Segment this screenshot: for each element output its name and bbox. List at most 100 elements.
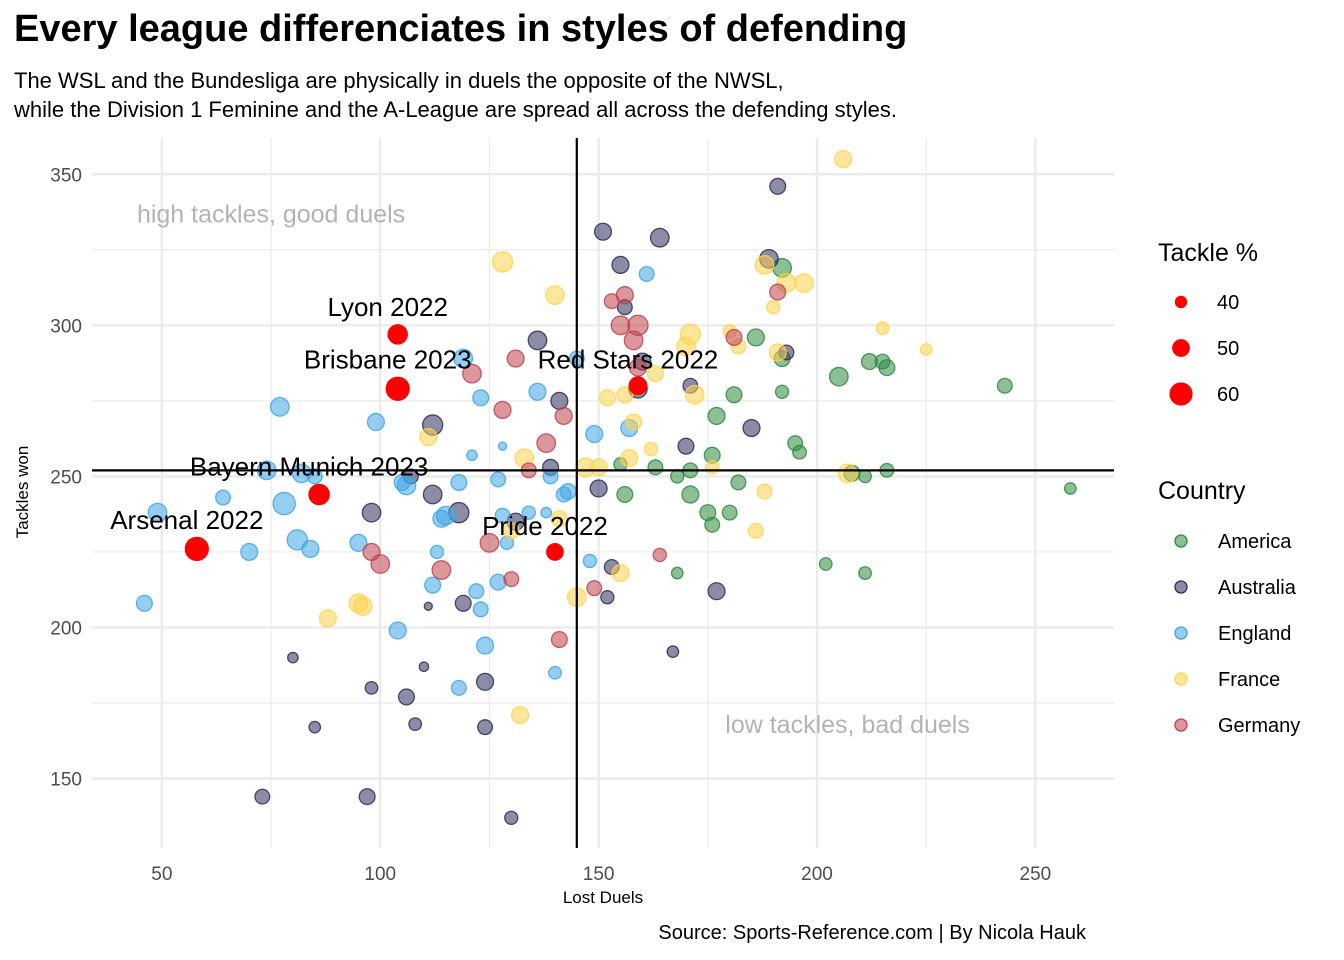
- quadrant-labels: high tackles, good duels low tackles, bad…: [137, 201, 970, 740]
- point-australia: [550, 391, 569, 410]
- team-label: Brisbane 2023: [304, 345, 472, 375]
- team-label: Arsenal 2022: [110, 505, 263, 535]
- color-legend-key: [1174, 534, 1188, 548]
- point-england: [542, 468, 559, 485]
- point-germany: [554, 406, 573, 426]
- team-label: Lyon 2022: [327, 292, 447, 322]
- axis-ticks: 50 100 150 200 250 150 200 250 300 350: [50, 165, 1051, 885]
- point-australia: [649, 227, 670, 248]
- point-australia: [527, 330, 548, 351]
- highlighted-point: [184, 536, 209, 562]
- point-australia: [589, 479, 608, 498]
- point-england: [366, 412, 385, 432]
- point-australia: [364, 680, 379, 695]
- point-england: [528, 382, 547, 401]
- point-england: [396, 475, 417, 496]
- point-england: [582, 553, 598, 569]
- point-england: [638, 265, 655, 282]
- y-tick-label: 200: [50, 618, 82, 639]
- highlighted-point: [308, 483, 330, 506]
- point-france: [704, 460, 720, 475]
- point-america: [704, 516, 721, 533]
- point-france: [837, 463, 858, 484]
- point-australia: [666, 645, 680, 659]
- reference-lines: [92, 138, 1114, 848]
- point-england: [435, 505, 456, 526]
- size-legend-key: [1174, 295, 1188, 309]
- size-legend-key: [1172, 339, 1190, 357]
- point-france: [318, 609, 337, 628]
- point-france: [684, 384, 705, 405]
- point-england: [424, 576, 442, 594]
- point-america: [616, 485, 634, 504]
- point-germany: [627, 314, 649, 337]
- point-germany: [431, 560, 452, 580]
- point-england: [306, 468, 323, 485]
- point-england: [450, 473, 468, 491]
- point-germany: [493, 400, 512, 420]
- point-france: [643, 441, 659, 457]
- y-tick-label: 150: [50, 770, 82, 791]
- point-england: [585, 424, 604, 444]
- point-america: [681, 485, 700, 504]
- point-australia: [418, 661, 430, 673]
- color-legend-label: America: [1218, 531, 1292, 553]
- point-america: [725, 386, 743, 404]
- point-france: [756, 483, 773, 500]
- team-labels: Lyon 2022 Brisbane 2023 Red Stars 2022 Baye…: [110, 292, 718, 541]
- point-england: [548, 665, 562, 680]
- point-france: [491, 251, 514, 273]
- chart-title: Every league differenciates in styles of…: [14, 8, 908, 50]
- x-tick-label: 150: [583, 864, 615, 885]
- point-france: [419, 428, 438, 447]
- point-america: [707, 406, 726, 426]
- point-australia: [422, 484, 443, 505]
- point-germany: [506, 349, 525, 368]
- color-legend-title: Country: [1158, 477, 1246, 505]
- point-england: [521, 505, 536, 520]
- x-axis-title: Lost Duels: [563, 888, 643, 907]
- point-america: [721, 504, 738, 521]
- subtitle-line-2: while the Division 1 Feminine and the A-…: [14, 97, 897, 122]
- color-legend-key: [1174, 718, 1188, 732]
- point-england: [453, 348, 474, 369]
- point-england: [472, 601, 489, 618]
- point-germany: [610, 315, 631, 336]
- point-england: [490, 471, 507, 488]
- chart-subtitle: The WSL and the Bundesliga are physicall…: [14, 66, 897, 124]
- size-legend-label: 60: [1217, 384, 1239, 406]
- highlighted-point: [546, 543, 564, 561]
- color-legend-label: France: [1218, 669, 1280, 691]
- point-france: [747, 522, 764, 539]
- point-australia: [423, 601, 433, 611]
- size-legend-key: [1169, 382, 1193, 406]
- point-america: [996, 377, 1013, 394]
- point-france: [510, 705, 530, 725]
- point-england: [269, 396, 290, 417]
- point-australia: [397, 688, 416, 706]
- point-england: [429, 544, 445, 560]
- point-france: [919, 343, 933, 356]
- point-england: [540, 506, 553, 519]
- point-france: [545, 285, 565, 306]
- quadrant-label: high tackles, good duels: [137, 201, 405, 229]
- point-england: [240, 542, 259, 562]
- x-tick-label: 50: [151, 864, 172, 885]
- point-australia: [308, 720, 322, 734]
- point-australia: [475, 672, 495, 691]
- point-america: [878, 359, 896, 377]
- point-england: [468, 583, 485, 600]
- highlighted-point: [385, 376, 410, 401]
- point-france: [754, 254, 775, 275]
- point-america: [670, 469, 685, 484]
- point-australia: [600, 590, 615, 605]
- point-germany: [370, 554, 391, 574]
- chart-caption: Source: Sports-Reference.com | By Nicola…: [658, 922, 1086, 944]
- point-france: [589, 458, 608, 477]
- data-points: [135, 150, 1077, 825]
- x-tick-label: 100: [364, 864, 396, 885]
- team-label: Pride 2022: [482, 511, 608, 541]
- point-australia: [358, 788, 376, 806]
- color-legend-label: England: [1218, 623, 1291, 645]
